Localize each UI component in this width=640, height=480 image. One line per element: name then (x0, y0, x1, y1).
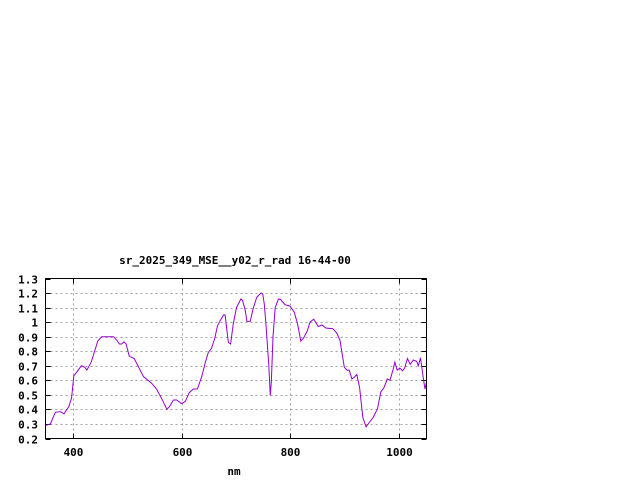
x-tick-label: 1000 (386, 446, 413, 459)
y-tick-label: 0.8 (18, 346, 38, 359)
y-tick-label: 0.7 (18, 361, 38, 374)
x-tick-label: 400 (64, 446, 84, 459)
y-tick-label: 0.6 (18, 375, 38, 388)
y-tick-label: 0.3 (18, 419, 38, 432)
x-tick-label: 600 (173, 446, 193, 459)
y-tick-label: 1.3 (18, 274, 38, 287)
x-axis: 400 600 800 1000 (64, 278, 413, 459)
chart-title: sr_2025_349_MSE__y02_r_rad 16-44-00 (119, 254, 351, 267)
x-tick-label: 800 (281, 446, 301, 459)
y-tick-label: 0.2 (18, 434, 38, 447)
y-tick-label: 1.2 (18, 288, 38, 301)
y-tick-label: 0.9 (18, 332, 38, 345)
y-axis: 0.2 0.3 0.40.5 0.60.7 0.80.9 11.1 1.21.3 (18, 274, 427, 447)
grid (45, 278, 427, 439)
plot-border (45, 278, 427, 439)
x-axis-label: nm (227, 465, 241, 478)
y-tick-label: 0.4 (18, 404, 38, 417)
y-tick-label: 0.5 (18, 390, 38, 403)
series-line (45, 292, 427, 428)
y-tick-label: 1.1 (18, 303, 38, 316)
y-tick-label: 1 (31, 317, 38, 330)
